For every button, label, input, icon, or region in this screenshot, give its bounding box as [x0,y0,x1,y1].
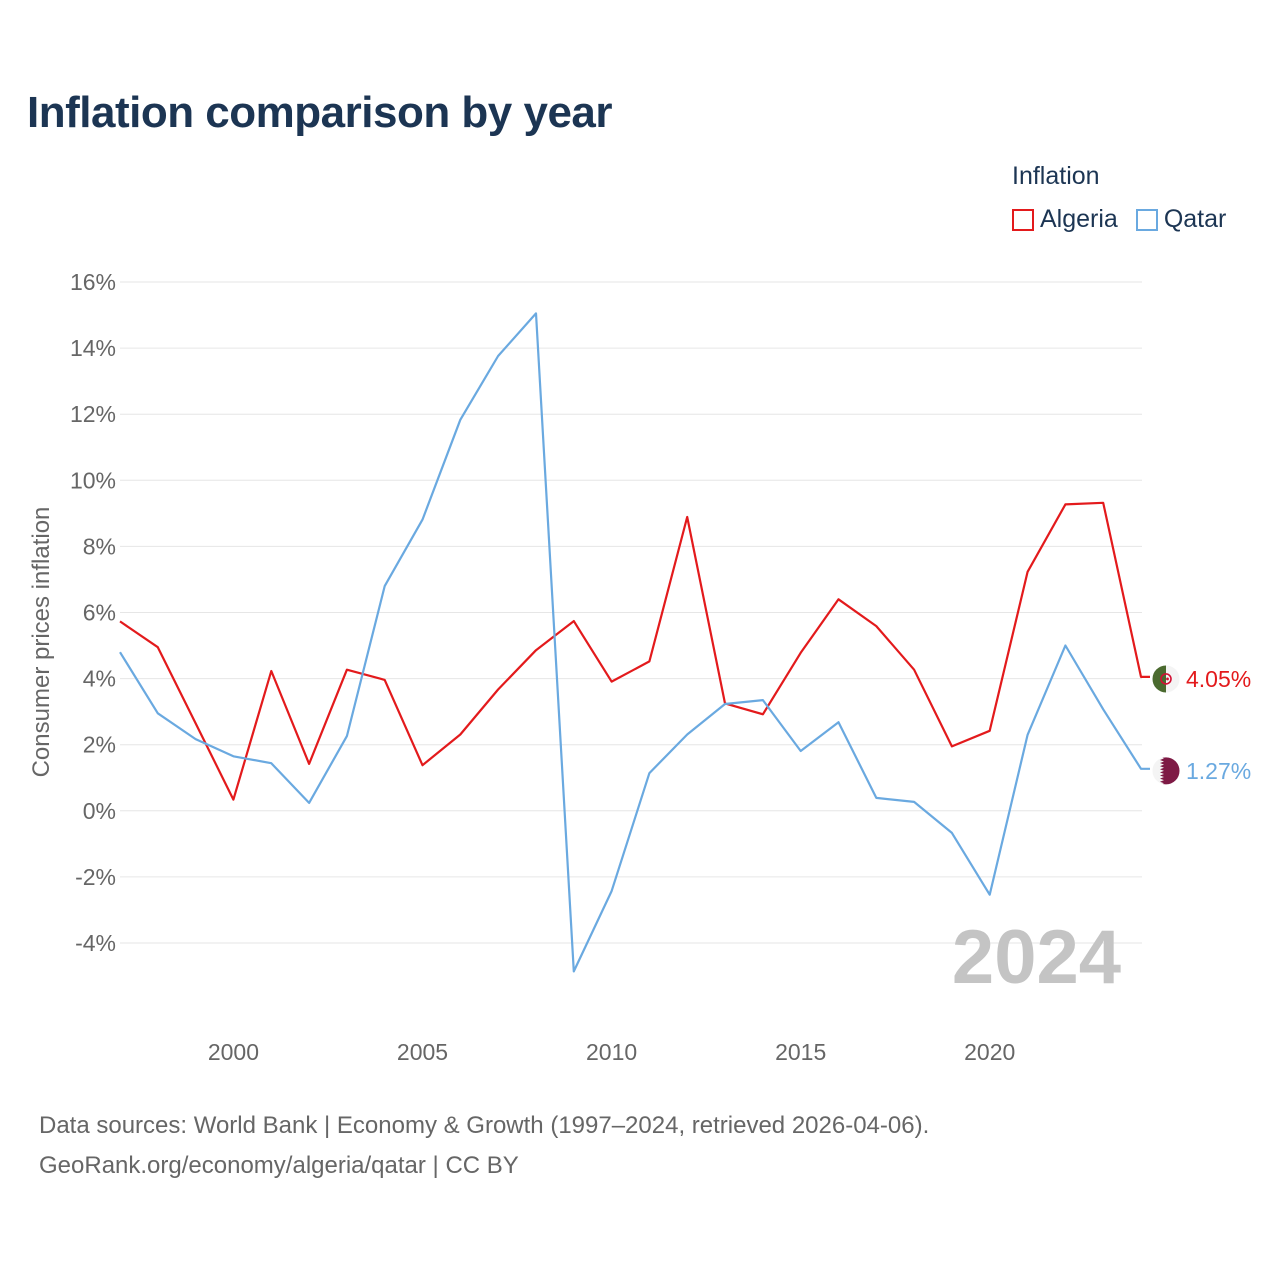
x-tick-label: 2010 [586,1039,637,1065]
x-tick-label: 2015 [775,1039,826,1065]
y-tick-label: 12% [70,401,116,427]
x-tick-label: 2000 [208,1039,259,1065]
y-tick-label: 10% [70,467,116,493]
y-tick-label: 8% [83,533,116,559]
legend-item-algeria[interactable]: Algeria [1012,205,1118,234]
legend-item-qatar[interactable]: Qatar [1135,205,1227,234]
legend-swatch-algeria [1012,208,1034,231]
year-watermark: 2024 [952,915,1121,1000]
legend-title: Inflation [1012,162,1100,190]
y-tick-label: 0% [83,798,116,824]
y-tick-label: 14% [70,335,116,361]
end-label-algeria: 4.05% [1186,666,1251,692]
y-tick-label: 6% [83,600,116,626]
y-tick-label: -2% [75,864,116,890]
end-markers: 4.05% 1.27% [1151,664,1251,786]
series-line-qatar[interactable] [119,312,1150,973]
series-lines [119,312,1150,973]
y-axis-ticks: 16% 14% 12% 10% 8% 6% 4% 2% 0% -2% -4% [70,269,116,956]
series-line-algeria[interactable] [119,501,1150,801]
y-tick-label: 2% [83,732,116,758]
legend-swatch-qatar [1135,208,1158,231]
grid-lines [120,281,1142,944]
end-label-qatar: 1.27% [1186,758,1251,784]
qatar-flag-icon [1151,756,1181,786]
y-tick-label: 4% [83,666,116,692]
y-tick-label: 16% [70,269,116,295]
footer: Data sources: World Bank | Economy & Gro… [39,1106,929,1186]
y-tick-label: -4% [75,930,116,956]
x-tick-label: 2005 [397,1039,448,1065]
algeria-flag-icon [1151,664,1181,694]
line-chart: 16% 14% 12% 10% 8% 6% 4% 2% 0% -2% -4% 2000 2005 201… [70,269,1251,1065]
x-tick-label: 2020 [964,1039,1015,1065]
legend-label-algeria: Algeria [1040,205,1118,233]
chart-title: Inflation comparison by year [27,88,613,137]
footer-link[interactable]: GeoRank.org/economy/algeria/qatar | CC B… [39,1152,519,1179]
legend: Algeria Qatar [1012,205,1226,234]
x-axis-ticks: 2000 2005 2010 2015 2020 [208,1039,1015,1065]
legend-label-qatar: Qatar [1163,205,1227,233]
footer-sources: Data sources: World Bank | Economy & Gro… [39,1112,930,1139]
